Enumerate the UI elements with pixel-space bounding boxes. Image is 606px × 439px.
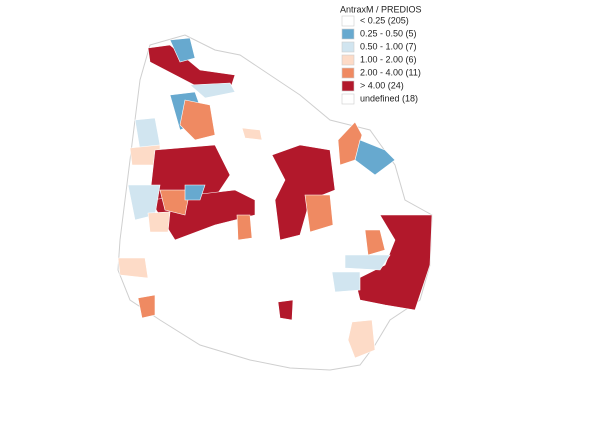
region	[184, 184, 206, 201]
region	[331, 271, 361, 293]
region	[304, 194, 334, 233]
region	[236, 214, 253, 241]
region	[137, 294, 156, 319]
legend-label: 2.00 - 4.00 (11)	[360, 67, 421, 77]
legend-swatch	[341, 54, 355, 66]
legend-swatch	[341, 93, 355, 105]
legend-label: 0.25 - 0.50 (5)	[360, 28, 417, 38]
region	[159, 189, 191, 216]
region	[169, 37, 196, 63]
legend-label: < 0.25 (205)	[360, 15, 409, 25]
region	[179, 99, 216, 141]
region	[189, 82, 236, 99]
region	[354, 139, 396, 176]
region	[277, 299, 294, 321]
region	[117, 257, 149, 279]
region	[271, 144, 336, 241]
region	[241, 127, 263, 141]
region	[344, 254, 391, 271]
region	[364, 229, 386, 256]
legend-title: AntraxM / PREDIOS	[340, 4, 422, 14]
legend-label: 1.00 - 2.00 (6)	[360, 54, 417, 64]
region	[354, 214, 433, 311]
legend-swatch	[341, 15, 355, 27]
region	[147, 211, 171, 233]
legend-swatch	[341, 28, 355, 40]
legend-swatch	[341, 80, 355, 92]
legend-label: 0.50 - 1.00 (7)	[360, 41, 417, 51]
legend-swatch	[341, 67, 355, 79]
region	[347, 319, 376, 359]
regions	[117, 37, 433, 359]
legend-label: undefined (18)	[360, 93, 418, 103]
legend-swatch	[341, 41, 355, 53]
legend-label: > 4.00 (24)	[360, 80, 404, 90]
